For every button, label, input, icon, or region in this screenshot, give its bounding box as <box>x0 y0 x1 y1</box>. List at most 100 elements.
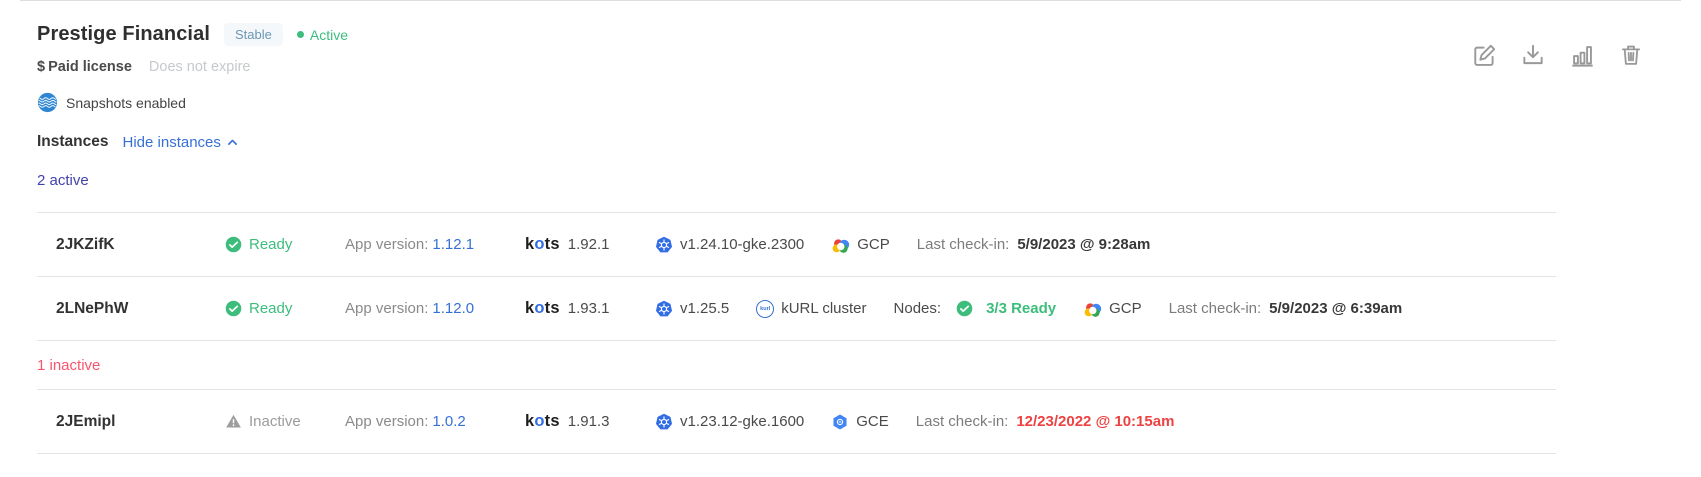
dollar-icon: $ <box>37 59 46 75</box>
status-label: Ready <box>249 300 293 317</box>
instance-status: Ready <box>225 236 345 253</box>
gcp-icon <box>832 239 850 253</box>
hide-instances-label: Hide instances <box>122 133 221 151</box>
check-circle-icon <box>956 300 974 317</box>
analytics-icon[interactable] <box>1568 41 1596 69</box>
gcp-icon <box>1084 303 1102 317</box>
nodes-label: Nodes: <box>893 300 942 317</box>
license-type: $ Paid license <box>37 59 132 75</box>
instance-status: Ready <box>225 300 345 317</box>
edit-icon[interactable] <box>1470 41 1498 69</box>
channel-badge: Stable <box>223 23 283 46</box>
kubernetes-icon <box>655 412 673 430</box>
trash-icon[interactable] <box>1617 41 1645 69</box>
nodes-status: 3/3 Ready <box>986 300 1057 317</box>
app-version-label: App version: <box>345 300 429 317</box>
app-version-label: App version: <box>345 413 429 430</box>
app-version-cell: App version: 1.12.1 <box>345 236 525 253</box>
kurl-cluster-chip: kurl kURL cluster <box>756 299 867 318</box>
kubernetes-icon <box>655 235 673 253</box>
divider <box>37 276 1556 277</box>
instance-id: 2LNePhW <box>56 299 129 317</box>
kots-logo-icon: kots <box>525 299 560 317</box>
instances-header: Instances Hide instances <box>37 133 1681 151</box>
kots-version: 1.91.3 <box>567 413 610 430</box>
status-label: Inactive <box>249 413 301 430</box>
last-checkin-date: 12/23/2022 @ 10:15am <box>1016 413 1175 430</box>
divider <box>37 212 1556 213</box>
customer-actions-toolbar <box>1470 41 1645 69</box>
instances-section-title: Instances <box>37 133 109 150</box>
instance-row: 2JEmipl Inactive App version: 1.0.2 kots… <box>37 390 1556 453</box>
active-count-label: 2 active <box>37 172 89 189</box>
instances-list: 2JKZifK Ready App version: 1.12.1 kots 1… <box>37 212 1556 454</box>
cluster-type-label: kURL cluster <box>781 300 867 317</box>
kots-logo-icon: kots <box>525 235 560 253</box>
app-version-cell: App version: 1.12.0 <box>345 300 525 317</box>
app-version-link[interactable]: 1.12.1 <box>432 236 475 253</box>
app-version-link[interactable]: 1.0.2 <box>432 413 466 430</box>
snapshots-label: Snapshots enabled <box>66 94 186 111</box>
provider-label: GCE <box>856 413 889 430</box>
last-checkin-label: Last check-in: <box>1168 300 1262 317</box>
kots-logo-icon: kots <box>525 412 560 430</box>
snapshots-icon <box>37 92 58 113</box>
kots-version-cell: kots 1.92.1 <box>525 235 655 254</box>
download-icon[interactable] <box>1519 41 1547 69</box>
last-checkin-cell: Last check-in: 5/9/2023 @ 9:28am <box>917 236 1151 253</box>
provider-label: GCP <box>1109 300 1142 317</box>
k8s-version-chip: v1.25.5 <box>655 299 730 318</box>
hide-instances-toggle[interactable]: Hide instances <box>123 134 239 151</box>
chevron-up-icon <box>227 139 237 145</box>
instance-id: 2JEmipl <box>56 412 116 430</box>
active-dot-icon <box>296 31 304 38</box>
license-row: $ Paid license Does not expire <box>37 59 1681 75</box>
snapshots-row: Snapshots enabled <box>37 92 1681 113</box>
kurl-icon: kurl <box>756 299 775 318</box>
warning-triangle-icon <box>226 414 241 428</box>
kots-version: 1.93.1 <box>567 300 610 317</box>
customer-card: Prestige Financial Stable Active $ Paid l… <box>20 0 1681 454</box>
provider-label: GCP <box>857 236 890 253</box>
instance-row: 2LNePhW Ready App version: 1.12.0 kots 1… <box>37 277 1556 340</box>
k8s-version: v1.23.12-gke.1600 <box>680 413 805 430</box>
last-checkin-date: 5/9/2023 @ 9:28am <box>1017 236 1151 253</box>
app-version-label: App version: <box>345 236 429 253</box>
kots-version-cell: kots 1.93.1 <box>525 299 655 318</box>
last-checkin-label: Last check-in: <box>916 236 1010 253</box>
license-expiry: Does not expire <box>148 59 251 75</box>
divider <box>37 453 1556 454</box>
kots-version: 1.92.1 <box>567 236 610 253</box>
divider <box>37 389 1556 390</box>
kubernetes-icon <box>655 299 673 317</box>
provider-chip: GCP <box>1083 300 1142 317</box>
k8s-version: v1.25.5 <box>680 300 730 317</box>
last-checkin-date: 5/9/2023 @ 6:39am <box>1269 300 1403 317</box>
provider-chip: GCE <box>831 413 889 431</box>
instance-status: Inactive <box>225 413 345 430</box>
last-checkin-label: Last check-in: <box>915 413 1009 430</box>
check-circle-icon <box>225 236 242 253</box>
provider-chip: GCP <box>831 236 890 253</box>
instance-row: 2JKZifK Ready App version: 1.12.1 kots 1… <box>37 213 1556 276</box>
app-version-link[interactable]: 1.12.0 <box>432 300 475 317</box>
customer-header: Prestige Financial Stable Active <box>37 23 1681 46</box>
check-circle-icon <box>225 300 242 317</box>
k8s-version-chip: v1.23.12-gke.1600 <box>655 412 805 431</box>
inactive-count-label: 1 inactive <box>37 356 101 374</box>
app-version-cell: App version: 1.0.2 <box>345 413 525 430</box>
gce-icon <box>833 413 848 430</box>
last-checkin-cell: Last check-in: 12/23/2022 @ 10:15am <box>916 413 1175 430</box>
customer-name: Prestige Financial <box>37 23 210 45</box>
divider <box>37 340 1556 341</box>
nodes-status-chip: Nodes: 3/3 Ready <box>893 300 1057 317</box>
instance-id: 2JKZifK <box>56 235 115 253</box>
customer-status: Active <box>296 26 348 43</box>
k8s-version-chip: v1.24.10-gke.2300 <box>655 235 805 254</box>
kots-version-cell: kots 1.91.3 <box>525 412 655 431</box>
last-checkin-cell: Last check-in: 5/9/2023 @ 6:39am <box>1169 300 1403 317</box>
license-type-label: Paid license <box>48 59 132 75</box>
k8s-version: v1.24.10-gke.2300 <box>680 236 805 253</box>
status-label: Ready <box>249 236 293 253</box>
active-status-label: Active <box>309 26 348 43</box>
